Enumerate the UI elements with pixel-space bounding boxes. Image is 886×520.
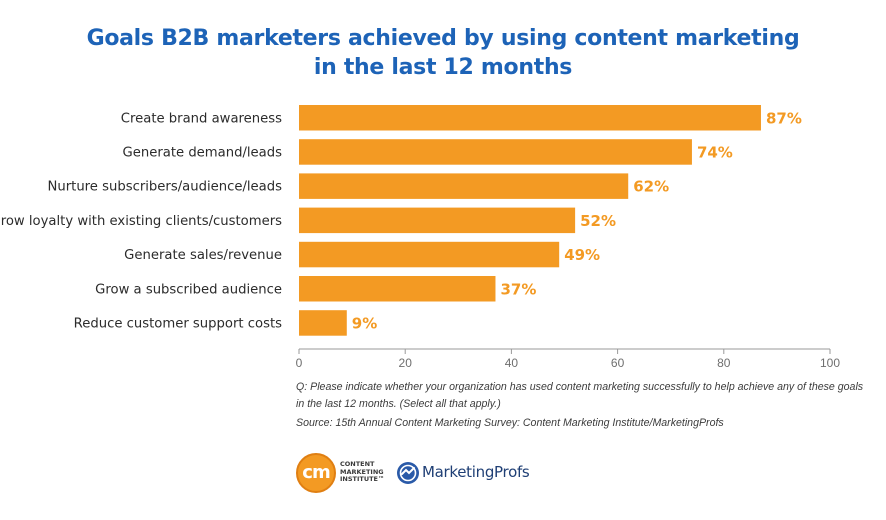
cmi-logo-line-1: CONTENT — [340, 460, 375, 468]
bar — [299, 105, 761, 131]
x-tick-label: 40 — [505, 356, 519, 370]
bar — [299, 310, 347, 336]
category-label: Create brand awareness — [121, 111, 282, 126]
category-label: Nurture subscribers/audience/leads — [48, 180, 283, 195]
category-label: Grow loyalty with existing clients/custo… — [0, 214, 282, 229]
marketingprofs-logo-icon — [397, 462, 419, 484]
category-label: Generate sales/revenue — [124, 248, 282, 263]
survey-question-line-2: in the last 12 months. (Select all that … — [296, 398, 501, 410]
chart-title-line-2: in the last 12 months — [313, 55, 573, 80]
chart-title-line-1: Goals B2B marketers achieved by using co… — [86, 26, 800, 51]
x-tick-label: 0 — [296, 356, 303, 370]
x-tick-label: 60 — [611, 356, 625, 370]
x-tick-label: 80 — [717, 356, 731, 370]
cmi-logo-text: CONTENT MARKETING INSTITUTE™ — [340, 460, 385, 484]
bar — [299, 207, 576, 234]
cmi-logo-line-3: INSTITUTE™ — [340, 475, 385, 483]
marketingprofs-logo-text: MarketingProfs — [422, 463, 530, 481]
x-tick-label: 20 — [399, 356, 413, 370]
x-tick-label: 100 — [820, 356, 840, 370]
value-label: 9% — [352, 314, 377, 332]
value-label: 74% — [697, 143, 733, 161]
survey-question-line-1: Q: Please indicate whether your organiza… — [296, 381, 864, 393]
bar — [299, 241, 560, 268]
value-label: 52% — [580, 212, 616, 230]
value-label: 49% — [564, 246, 600, 264]
value-label: 62% — [633, 178, 669, 196]
cmi-logo-icon: cm — [296, 453, 336, 493]
value-label: 37% — [500, 280, 536, 298]
chart-title: Goals B2B marketers achieved by using co… — [0, 24, 886, 82]
chart-notes: Q: Please indicate whether your organiza… — [296, 379, 876, 432]
logos: cm CONTENT MARKETING INSTITUTE™ Marketin… — [296, 451, 596, 495]
bar — [299, 276, 496, 302]
value-label: 87% — [766, 109, 802, 127]
survey-question: Q: Please indicate whether your organiza… — [296, 379, 876, 413]
bar — [299, 173, 629, 199]
bar-chart: Create brand awareness 87% Generate demand… — [0, 105, 840, 370]
category-label: Generate demand/leads — [123, 145, 283, 160]
source-note: Source: 15th Annual Content Marketing Su… — [296, 417, 724, 429]
bar — [299, 139, 692, 165]
category-label: Reduce customer support costs — [74, 316, 282, 331]
cmi-logo-line-2: MARKETING — [340, 467, 384, 476]
category-label: Grow a subscribed audience — [95, 282, 282, 297]
